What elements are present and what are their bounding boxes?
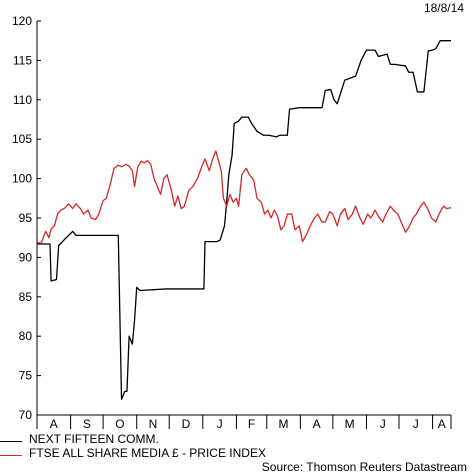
x-tick-label: M <box>279 417 289 431</box>
x-tick-label: N <box>149 417 158 431</box>
chart-series <box>36 40 452 400</box>
legend-swatch-black <box>0 441 22 442</box>
series-line-next-fifteen <box>37 40 451 400</box>
chart-axes: 70 75 80 85 90 95 100 105 110 115 120 A S O N D J F M A M J J A <box>12 14 452 431</box>
legend-label: FTSE ALL SHARE MEDIA £ - PRICE INDEX <box>29 446 266 460</box>
legend-swatch-red <box>0 455 22 456</box>
y-tick-label: 70 <box>19 408 33 422</box>
x-tick-label: M <box>345 417 355 431</box>
y-tick-label: 85 <box>19 290 33 304</box>
y-tick-label: 110 <box>13 93 32 107</box>
x-tick-label: F <box>248 417 255 431</box>
y-tick-label: 120 <box>12 14 32 28</box>
x-tick-label: O <box>115 417 124 431</box>
y-tick-label: 75 <box>19 369 33 383</box>
y-tick-label: 80 <box>19 329 33 343</box>
y-tick-label: 115 <box>13 53 32 67</box>
x-tick-label: S <box>83 417 91 431</box>
x-tick-label: A <box>313 417 321 431</box>
x-tick-label: J <box>413 417 419 431</box>
y-tick-label: 100 <box>12 172 32 186</box>
chart-date: 18/8/14 <box>423 1 464 15</box>
y-tick-label: 95 <box>19 211 33 225</box>
x-tick-label: J <box>217 417 223 431</box>
y-tick-label: 90 <box>19 250 33 264</box>
series-line-ftse-media <box>36 150 452 244</box>
x-tick-label: J <box>380 417 386 431</box>
legend-label: NEXT FIFTEEN COMM. <box>29 432 159 446</box>
y-tick-label: 105 <box>12 132 32 146</box>
x-tick-label: A <box>438 417 446 431</box>
x-tick-label: A <box>50 417 58 431</box>
source-note: Source: Thomson Reuters Datastream <box>261 460 467 474</box>
x-tick-label: D <box>182 417 191 431</box>
